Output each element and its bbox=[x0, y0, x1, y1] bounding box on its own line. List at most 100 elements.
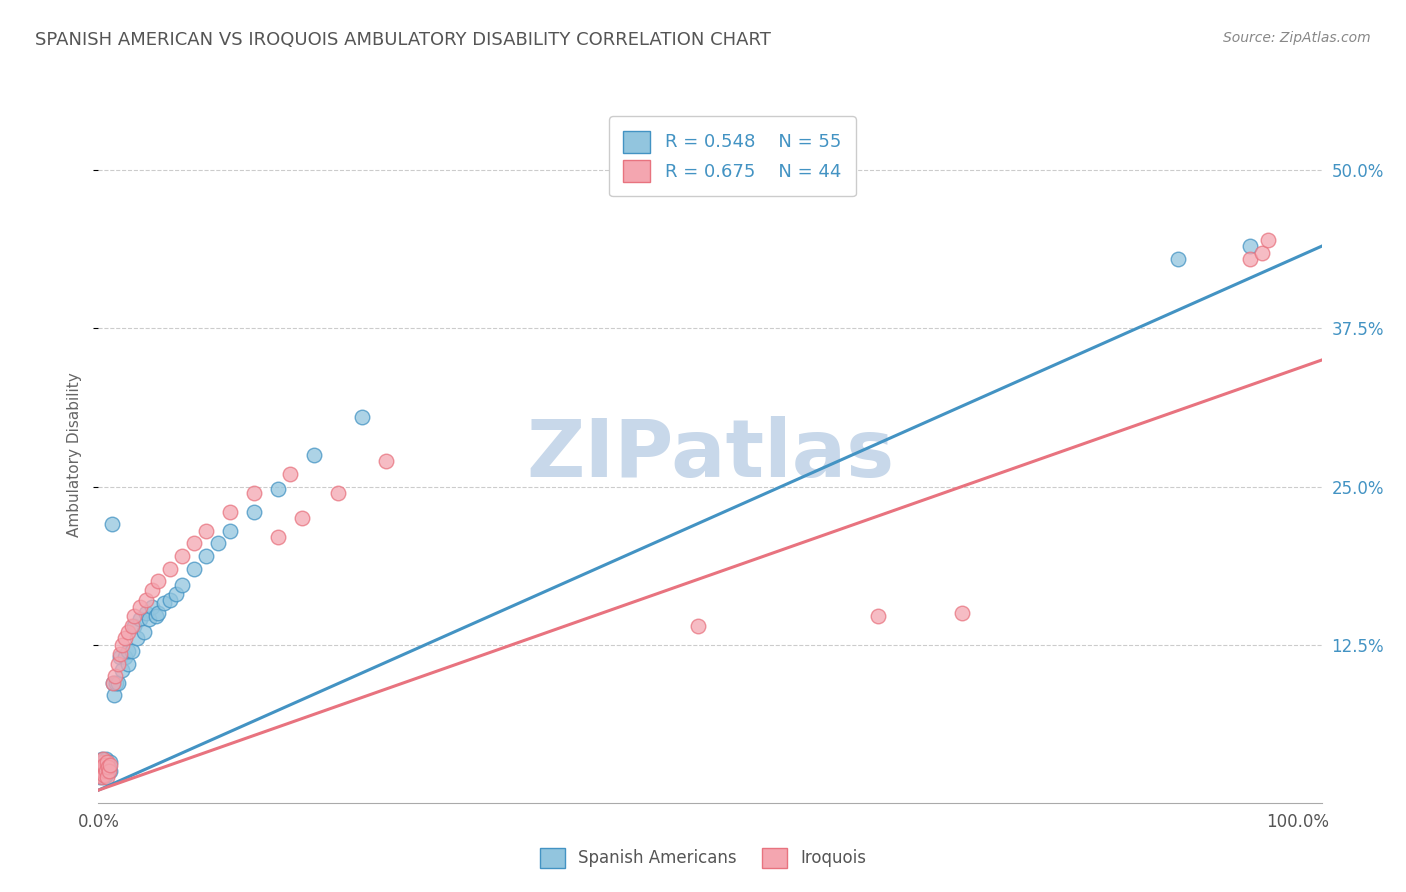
Point bbox=[950, 606, 973, 620]
Point bbox=[114, 650, 136, 665]
Point bbox=[96, 771, 118, 785]
Point bbox=[1257, 233, 1279, 247]
Point bbox=[124, 608, 146, 623]
Text: Source: ZipAtlas.com: Source: ZipAtlas.com bbox=[1223, 31, 1371, 45]
Point bbox=[172, 549, 194, 563]
Point bbox=[141, 599, 163, 614]
Point bbox=[107, 675, 129, 690]
Point bbox=[91, 771, 114, 785]
Point bbox=[96, 764, 118, 779]
Point bbox=[121, 618, 143, 632]
Point bbox=[91, 764, 114, 779]
Point bbox=[100, 757, 122, 772]
Point bbox=[183, 562, 205, 576]
Point bbox=[866, 608, 889, 623]
Point bbox=[159, 562, 181, 576]
Point bbox=[111, 638, 134, 652]
Point bbox=[328, 486, 350, 500]
Point bbox=[107, 657, 129, 671]
Point bbox=[91, 757, 114, 772]
Point bbox=[91, 768, 114, 782]
Point bbox=[96, 756, 118, 770]
Point bbox=[135, 593, 157, 607]
Point bbox=[148, 574, 170, 589]
Point bbox=[111, 663, 134, 677]
Point bbox=[267, 482, 290, 496]
Point bbox=[121, 644, 143, 658]
Point bbox=[159, 593, 181, 607]
Point bbox=[104, 669, 127, 683]
Point bbox=[114, 632, 136, 646]
Point bbox=[100, 517, 122, 532]
Point bbox=[141, 583, 163, 598]
Point bbox=[195, 549, 218, 563]
Point bbox=[117, 625, 139, 640]
Point bbox=[132, 625, 155, 640]
Point bbox=[267, 530, 290, 544]
Point bbox=[108, 647, 131, 661]
Point bbox=[219, 524, 242, 538]
Point bbox=[1239, 239, 1261, 253]
Point bbox=[93, 757, 115, 772]
Point bbox=[243, 505, 266, 519]
Point bbox=[98, 764, 121, 779]
Point bbox=[278, 467, 301, 481]
Point bbox=[90, 757, 112, 772]
Point bbox=[243, 486, 266, 500]
Point bbox=[93, 768, 115, 782]
Point bbox=[97, 764, 120, 779]
Point bbox=[135, 606, 157, 620]
Point bbox=[91, 756, 114, 770]
Point bbox=[93, 771, 115, 785]
Point bbox=[129, 612, 152, 626]
Point bbox=[89, 771, 111, 785]
Point bbox=[103, 688, 125, 702]
Point bbox=[125, 632, 148, 646]
Point bbox=[101, 675, 124, 690]
Point bbox=[117, 657, 139, 671]
Point bbox=[98, 760, 121, 774]
Point bbox=[165, 587, 187, 601]
Point bbox=[352, 409, 374, 424]
Point bbox=[153, 596, 176, 610]
Y-axis label: Ambulatory Disability: Ambulatory Disability bbox=[67, 373, 83, 537]
Point bbox=[183, 536, 205, 550]
Point bbox=[291, 511, 314, 525]
Point bbox=[108, 650, 131, 665]
Point bbox=[90, 764, 112, 779]
Legend: R = 0.548    N = 55, R = 0.675    N = 44: R = 0.548 N = 55, R = 0.675 N = 44 bbox=[609, 116, 856, 196]
Point bbox=[91, 764, 114, 779]
Point bbox=[1250, 245, 1272, 260]
Point bbox=[129, 599, 152, 614]
Point bbox=[97, 757, 120, 772]
Point bbox=[96, 757, 118, 772]
Point bbox=[100, 756, 122, 770]
Point bbox=[148, 606, 170, 620]
Point bbox=[145, 608, 167, 623]
Point bbox=[89, 768, 111, 782]
Point bbox=[124, 618, 146, 632]
Point bbox=[91, 751, 114, 765]
Point bbox=[105, 675, 128, 690]
Point bbox=[101, 675, 124, 690]
Point bbox=[686, 618, 709, 632]
Point bbox=[1167, 252, 1189, 266]
Point bbox=[1239, 252, 1261, 266]
Point bbox=[97, 760, 120, 774]
Legend: Spanish Americans, Iroquois: Spanish Americans, Iroquois bbox=[533, 841, 873, 875]
Point bbox=[91, 760, 114, 774]
Point bbox=[138, 612, 160, 626]
Point bbox=[375, 454, 398, 468]
Point bbox=[94, 768, 117, 782]
Point bbox=[94, 751, 117, 765]
Point bbox=[207, 536, 229, 550]
Point bbox=[100, 764, 122, 779]
Text: ZIPatlas: ZIPatlas bbox=[526, 416, 894, 494]
Point bbox=[304, 448, 326, 462]
Point bbox=[117, 644, 139, 658]
Point bbox=[195, 524, 218, 538]
Point bbox=[91, 751, 114, 765]
Point bbox=[219, 505, 242, 519]
Point bbox=[172, 578, 194, 592]
Point bbox=[90, 760, 112, 774]
